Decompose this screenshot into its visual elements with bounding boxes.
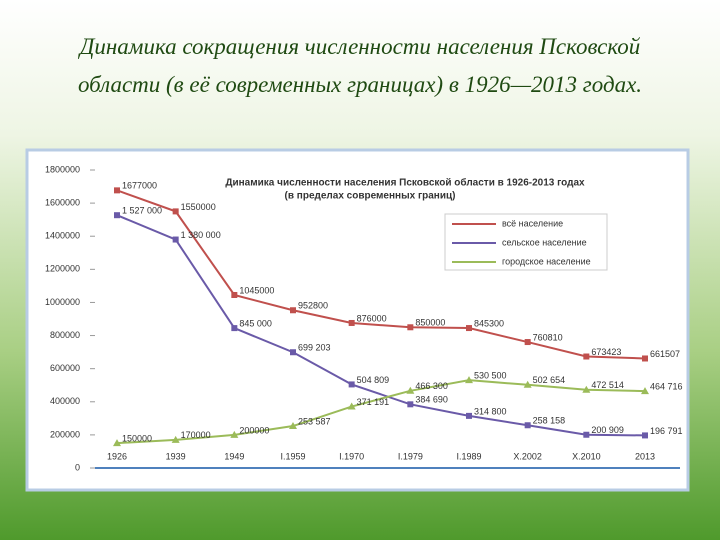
marker: [406, 386, 415, 394]
marker: [407, 324, 414, 331]
data-label: 200 909: [591, 425, 624, 435]
y-tick-label: 0: [75, 462, 80, 472]
marker: [290, 307, 296, 314]
data-label: 876000: [357, 313, 387, 323]
x-tick-label: 1926: [107, 451, 127, 461]
data-label: 502 654: [533, 375, 566, 385]
marker: [172, 208, 179, 215]
y-tick-label: 1400000: [45, 231, 80, 241]
marker: [641, 387, 649, 395]
data-label: 661507: [650, 349, 680, 359]
data-label: 504 809: [357, 375, 390, 385]
x-tick-label: X.2002: [513, 451, 542, 461]
marker: [524, 339, 531, 346]
marker: [114, 187, 120, 194]
chart-subtitle: (в пределах современных границ): [285, 191, 456, 202]
data-label: 196 791: [650, 426, 683, 436]
series-line: [116, 379, 646, 445]
data-label: 1677000: [122, 181, 157, 191]
data-label: 952800: [298, 301, 328, 311]
data-label: 472 514: [591, 380, 624, 390]
data-label: 150000: [122, 434, 152, 444]
data-label: 1 380 000: [181, 230, 221, 240]
data-label: 673423: [591, 347, 621, 357]
marker: [290, 349, 296, 356]
marker: [466, 325, 472, 332]
x-tick-label: I.1959: [280, 451, 305, 461]
data-label: 464 716: [650, 381, 683, 391]
x-tick-label: 2013: [635, 451, 655, 461]
marker: [348, 381, 355, 388]
data-label: 466 300: [415, 381, 448, 391]
data-label: 170000: [181, 430, 211, 440]
chart-title: Динамика численности населения Псковской…: [225, 177, 585, 189]
data-label: 850000: [415, 318, 445, 328]
marker: [231, 291, 238, 298]
marker: [407, 401, 414, 408]
data-label: 1 527 000: [122, 206, 162, 216]
legend-label: городское население: [502, 256, 591, 266]
marker: [583, 431, 590, 438]
y-tick-label: 1600000: [45, 197, 80, 207]
y-tick-label: 600000: [50, 363, 80, 373]
x-tick-label: X.2010: [572, 451, 601, 461]
marker: [172, 236, 179, 243]
y-tick-label: 800000: [50, 330, 80, 340]
y-tick-label: 1200000: [45, 264, 80, 274]
marker: [230, 430, 239, 438]
data-label: 845300: [474, 318, 504, 328]
x-tick-label: I.1979: [398, 451, 423, 461]
marker: [348, 319, 355, 326]
data-label: 258 158: [533, 416, 566, 426]
x-tick-label: I.1970: [339, 451, 364, 461]
marker: [524, 422, 531, 429]
marker: [583, 353, 590, 360]
marker: [465, 376, 473, 384]
data-label: 1550000: [181, 202, 216, 212]
data-label: 845 000: [239, 318, 272, 328]
data-label: 200000: [239, 425, 269, 435]
y-tick-label: 1800000: [45, 164, 80, 174]
series-line: [116, 214, 646, 437]
marker: [171, 435, 180, 443]
data-label: 371 191: [357, 397, 390, 407]
marker: [466, 412, 472, 419]
x-tick-label: I.1989: [456, 451, 481, 461]
x-tick-label: 1939: [166, 451, 186, 461]
data-label: 760810: [533, 332, 563, 342]
marker: [231, 325, 238, 332]
marker: [347, 402, 356, 410]
marker: [114, 212, 120, 219]
y-tick-label: 400000: [50, 396, 80, 406]
legend-label: сельское население: [502, 237, 587, 247]
marker: [113, 439, 121, 447]
y-tick-label: 1000000: [45, 297, 80, 307]
marker: [582, 385, 591, 393]
y-tick-label: 200000: [50, 429, 80, 439]
data-label: 314 800: [474, 406, 507, 416]
x-tick-label: 1949: [224, 451, 244, 461]
series-line: [116, 189, 646, 360]
marker: [523, 380, 532, 388]
marker: [289, 422, 297, 430]
legend-label: всё население: [502, 218, 563, 228]
data-label: 253 587: [298, 416, 331, 426]
data-label: 1045000: [239, 285, 274, 295]
marker: [642, 355, 648, 362]
marker: [642, 432, 648, 439]
data-label: 384 690: [415, 395, 448, 405]
slide-title: Динамика сокращения численности населени…: [77, 34, 643, 97]
data-label: 530 500: [474, 371, 507, 381]
data-label: 699 203: [298, 343, 331, 353]
